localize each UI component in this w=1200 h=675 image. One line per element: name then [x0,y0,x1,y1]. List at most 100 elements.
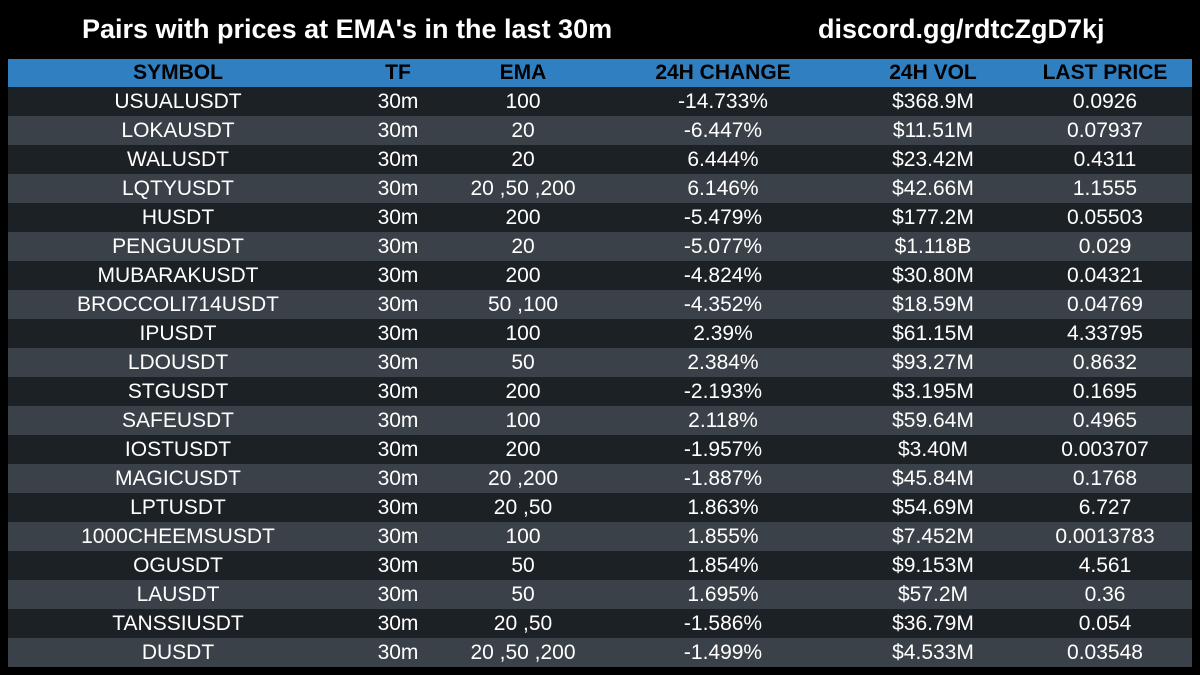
pairs-table: SYMBOL TF EMA 24H CHANGE 24H VOL LAST PR… [8,59,1192,667]
table-row: BROCCOLI714USDT 30m 50 ,100 -4.352% $18.59M 0… [8,290,1192,319]
volume-cell: $11.51M [892,119,974,142]
volume-cell: $3.40M [897,438,969,461]
price-cell: 0.1768 [1072,467,1138,490]
column-header-symbol: SYMBOL [133,61,223,84]
page-title: Pairs with prices at EMA's in the last 3… [82,14,613,44]
symbol-cell: STGUSDT [127,380,229,403]
symbol-cell: DUSDT [141,641,215,664]
volume-cell: $177.2M [892,206,974,229]
table-row: IPUSDT 30m 100 2.39% $61.15M 4.33795 [8,319,1192,348]
ema-cell: 100 [505,90,541,113]
volume-cell: $368.9M [892,90,974,113]
table-row: LDOUSDT 30m 50 2.384% $93.27M 0.8632 [8,348,1192,377]
ema-cell: 20 ,50 [493,612,553,635]
table-row: SAFEUSDT 30m 100 2.118% $59.64M 0.4965 [8,406,1192,435]
tf-cell: 30m [377,90,419,113]
ema-cell: 100 [505,525,541,548]
price-cell: 0.4311 [1073,148,1137,171]
price-cell: 0.07937 [1067,119,1143,142]
table-row: LAUSDT 30m 50 1.695% $57.2M 0.36 [8,580,1192,609]
ema-cell: 20 ,200 [487,467,559,490]
symbol-cell: IPUSDT [139,322,217,345]
table-row: LQTYUSDT 30m 20 ,50 ,200 6.146% $42.66M 1.155… [8,174,1192,203]
price-cell: 0.8632 [1072,351,1138,374]
symbol-cell: HUSDT [141,206,215,229]
discord-link: discord.gg/rdtcZgD7kj [818,14,1105,44]
tf-cell: 30m [377,264,419,287]
change-cell: -5.479% [683,206,763,229]
price-cell: 0.36 [1084,583,1126,606]
ema-cell: 20 ,50 [493,496,553,519]
table-row: MAGICUSDT 30m 20 ,200 -1.887% $45.84M 0.1768 [8,464,1192,493]
ema-cell: 20 [511,119,535,142]
tf-cell: 30m [377,148,419,171]
ema-cell: 50 ,100 [487,293,559,316]
table-row: TANSSIUSDT 30m 20 ,50 -1.586% $36.79M 0.054 [8,609,1192,638]
tf-cell: 30m [377,583,419,606]
ema-cell: 50 [511,583,535,606]
price-cell: 0.029 [1078,235,1132,258]
volume-cell: $18.59M [892,293,974,316]
symbol-cell: BROCCOLI714USDT [77,293,279,316]
column-header-ema: EMA [499,61,547,84]
tf-cell: 30m [377,206,419,229]
price-cell: 0.054 [1078,612,1132,635]
ema-cell: 20 [511,235,535,258]
symbol-cell: LPTUSDT [130,496,226,519]
change-cell: 2.384% [687,351,759,374]
tf-cell: 30m [377,177,419,200]
ema-cell: 200 [505,206,541,229]
change-cell: 6.444% [687,148,759,171]
table-row: DUSDT 30m 20 ,50 ,200 -1.499% $4.533M 0.03548 [8,638,1192,667]
change-cell: 1.855% [687,525,759,548]
price-cell: 6.727 [1078,496,1132,519]
column-header-24h-change: 24H CHANGE [655,61,791,84]
volume-cell: $45.84M [892,467,974,490]
ema-cell: 200 [505,264,541,287]
price-cell: 0.0926 [1072,90,1138,113]
symbol-cell: LQTYUSDT [121,177,234,200]
change-cell: -1.887% [683,467,763,490]
tf-cell: 30m [377,496,419,519]
price-cell: 0.4965 [1072,409,1138,432]
price-cell: 4.561 [1078,554,1132,577]
tf-cell: 30m [377,235,419,258]
symbol-cell: MUBARAKUSDT [97,264,259,287]
table-row: OGUSDT 30m 50 1.854% $9.153M 4.561 [8,551,1192,580]
table-row: MUBARAKUSDT 30m 200 -4.824% $30.80M 0.04321 [8,261,1192,290]
price-cell: 0.04321 [1067,264,1143,287]
tf-cell: 30m [377,119,419,142]
ema-cell: 20 [511,148,535,171]
symbol-cell: TANSSIUSDT [112,612,244,635]
ema-cell: 100 [505,322,541,345]
change-cell: -4.352% [683,293,763,316]
table-body: USUALUSDT 30m 100 -14.733% $368.9M 0.0926 LOKA… [8,87,1192,667]
volume-cell: $57.2M [897,583,969,606]
volume-cell: $1.118B [894,235,972,258]
ema-cell: 20 ,50 ,200 [470,177,576,200]
tf-cell: 30m [377,525,419,548]
change-cell: -4.824% [683,264,763,287]
symbol-cell: USUALUSDT [114,90,242,113]
tf-cell: 30m [377,467,419,490]
change-cell: -2.193% [683,380,763,403]
symbol-cell: 1000CHEEMSUSDT [81,525,275,548]
table-row: 1000CHEEMSUSDT 30m 100 1.855% $7.452M 0.00137… [8,522,1192,551]
symbol-cell: SAFEUSDT [121,409,234,432]
table-row: USUALUSDT 30m 100 -14.733% $368.9M 0.0926 [8,87,1192,116]
volume-cell: $9.153M [892,554,974,577]
table-row: STGUSDT 30m 200 -2.193% $3.195M 0.1695 [8,377,1192,406]
table-row: LPTUSDT 30m 20 ,50 1.863% $54.69M 6.727 [8,493,1192,522]
symbol-cell: IOSTUSDT [124,438,232,461]
change-cell: 1.695% [687,583,759,606]
change-cell: 1.863% [687,496,759,519]
tf-cell: 30m [377,641,419,664]
column-header-24h-vol: 24H VOL [889,61,977,84]
table-row: PENGUUSDT 30m 20 -5.077% $1.118B 0.029 [8,232,1192,261]
table-row: HUSDT 30m 200 -5.479% $177.2M 0.05503 [8,203,1192,232]
volume-cell: $59.64M [892,409,974,432]
volume-cell: $42.66M [892,177,974,200]
tf-cell: 30m [377,409,419,432]
column-header-last-price: LAST PRICE [1042,61,1168,84]
symbol-cell: WALUSDT [127,148,229,171]
